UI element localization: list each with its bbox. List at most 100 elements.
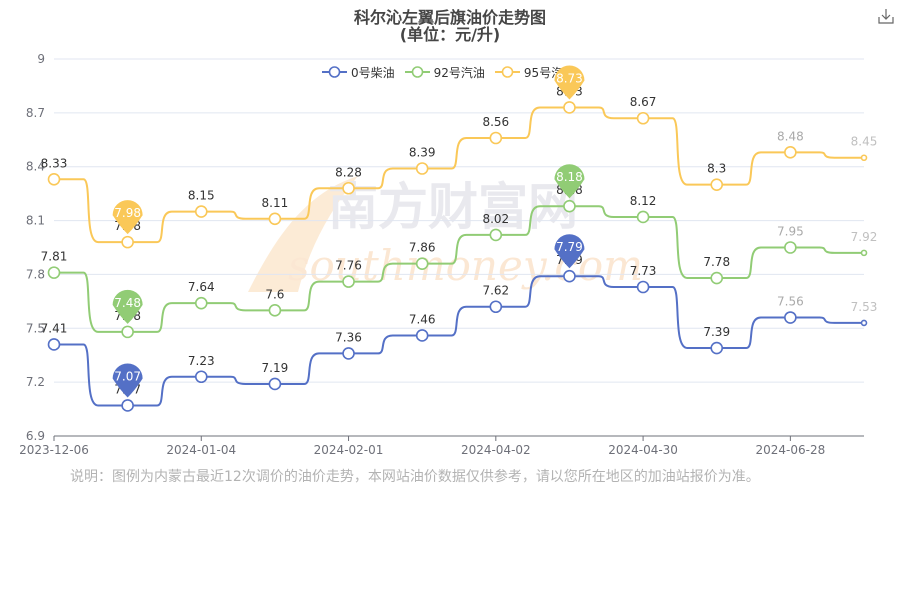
series-line [54, 205, 864, 333]
data-point [636, 210, 650, 224]
data-label: 7.73 [630, 264, 657, 278]
data-point [342, 275, 355, 288]
y-tick-label: 8.4 [26, 160, 45, 174]
data-point [860, 154, 868, 162]
data-point [784, 241, 797, 254]
series-line [54, 275, 864, 407]
x-tick-label: 2024-02-01 [314, 443, 384, 457]
data-point [489, 300, 503, 314]
data-point [47, 172, 61, 186]
data-label: 7.92 [851, 230, 878, 244]
data-label: 8.56 [482, 115, 509, 129]
data-point [710, 341, 724, 355]
data-point [710, 271, 724, 285]
marker-pin [112, 200, 143, 235]
marker-label: 7.79 [556, 240, 583, 254]
x-tick-label: 2024-04-30 [608, 443, 678, 457]
marker-label: 8.73 [556, 71, 583, 85]
legend-label: 92号汽油 [433, 65, 485, 80]
data-point [489, 228, 503, 242]
data-point [860, 249, 868, 257]
data-point [563, 269, 576, 283]
data-label: 8.02 [482, 212, 509, 226]
marker-pin [554, 65, 585, 100]
data-label: 8.11 [262, 196, 289, 210]
extreme-marker: 8.18 [554, 164, 585, 199]
data-point [784, 146, 797, 159]
series-3: 8.337.987.988.158.118.288.398.568.738.73… [41, 65, 878, 249]
data-label: 8.45 [851, 135, 878, 149]
data-point [194, 296, 208, 310]
data-point [415, 162, 429, 175]
data-point [563, 199, 576, 213]
download-icon[interactable] [876, 6, 896, 26]
data-point [121, 235, 134, 249]
data-point [47, 266, 61, 279]
marker-label: 7.48 [114, 296, 141, 310]
data-label: 7.81 [41, 250, 68, 264]
y-tick-label: 6.9 [26, 429, 45, 443]
legend-item-2[interactable]: 92号汽油 [404, 64, 485, 81]
data-label: 7.62 [482, 284, 509, 298]
legend-item-1[interactable]: 0号柴油 [322, 64, 395, 81]
data-label: 8.39 [409, 146, 436, 160]
legend-symbol [404, 66, 430, 78]
data-label: 8.28 [335, 165, 362, 179]
y-tick-label: 7.8 [26, 267, 45, 281]
data-point [121, 325, 134, 339]
extreme-marker: 7.79 [554, 234, 585, 269]
marker-pin [112, 289, 143, 324]
x-tick-label: 2024-01-04 [166, 443, 236, 457]
y-tick-label: 8.7 [26, 106, 45, 120]
data-label: 7.95 [777, 225, 804, 239]
marker-pin [554, 164, 585, 199]
extreme-marker: 7.48 [112, 289, 143, 324]
data-label: 8.3 [707, 162, 726, 176]
data-point [563, 101, 576, 114]
x-tick-label: 2024-06-28 [755, 443, 825, 457]
data-label: 8.15 [188, 189, 215, 203]
data-label: 7.86 [409, 241, 436, 255]
data-label: 7.41 [41, 321, 68, 335]
legend-symbol [322, 66, 347, 78]
data-label: 7.56 [777, 295, 804, 309]
extreme-marker: 8.73 [554, 65, 585, 100]
data-point [860, 319, 868, 327]
data-point [268, 212, 282, 226]
data-label: 8.12 [630, 194, 657, 208]
marker-label: 7.98 [114, 206, 141, 220]
chart-subtitle: (单位：元/升) [399, 25, 501, 44]
data-label: 7.36 [335, 330, 362, 344]
legend-label: 0号柴油 [351, 65, 395, 80]
data-point [121, 399, 134, 412]
data-point [710, 178, 724, 191]
legend-symbol [494, 66, 520, 78]
data-label: 7.23 [188, 354, 215, 368]
data-label: 7.53 [851, 300, 878, 314]
series-line [54, 106, 864, 244]
disclaimer-note: 说明：图例为内蒙古最近12次调价的油价走势，本网站油价数据仅供参考，请以您所在地… [70, 469, 760, 485]
data-point [784, 311, 797, 324]
x-tick-label: 2024-04-02 [461, 443, 531, 457]
data-point [47, 338, 61, 351]
extreme-marker: 7.07 [112, 363, 143, 398]
data-label: 7.46 [409, 312, 436, 326]
data-point [636, 111, 650, 125]
data-label: 8.48 [777, 129, 804, 143]
data-point [194, 370, 208, 384]
series-1: 7.417.077.077.237.197.367.467.627.797.79… [41, 234, 878, 412]
y-tick-label: 8.1 [26, 214, 45, 228]
extreme-marker: 7.98 [112, 200, 143, 235]
data-point [342, 347, 355, 360]
data-point [342, 181, 355, 195]
data-point [268, 304, 282, 317]
y-tick-label: 7.5 [26, 321, 45, 335]
data-label: 7.19 [262, 361, 289, 375]
data-point [636, 280, 650, 294]
data-point [415, 329, 429, 342]
data-label: 7.78 [703, 255, 730, 269]
data-label: 8.67 [630, 95, 657, 109]
data-point [489, 131, 503, 145]
data-label: 7.39 [703, 325, 730, 339]
